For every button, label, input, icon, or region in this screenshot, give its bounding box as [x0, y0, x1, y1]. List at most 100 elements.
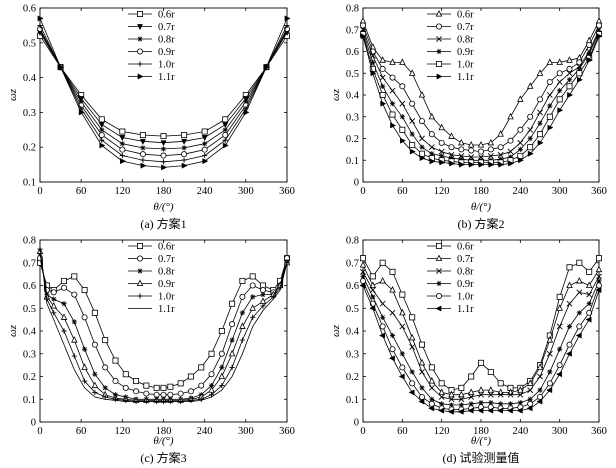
data-point	[153, 384, 160, 391]
data-point	[537, 393, 544, 400]
data-point	[447, 408, 454, 415]
data-point	[418, 91, 426, 98]
data-point	[98, 132, 105, 139]
data-point	[359, 282, 366, 289]
series-line	[362, 257, 600, 391]
data-point	[399, 58, 406, 65]
data-point	[438, 388, 445, 395]
data-point	[249, 273, 256, 280]
data-point	[388, 355, 395, 362]
data-point	[408, 69, 416, 76]
data-point	[99, 142, 106, 149]
legend: 0.6r0.7r 0.8r0.9r 1.0r1.1r	[427, 10, 474, 83]
data-point	[565, 350, 572, 357]
series-0-6r	[37, 255, 290, 391]
data-point	[526, 405, 533, 412]
data-point	[595, 287, 602, 294]
data-point	[143, 390, 150, 397]
data-point	[527, 113, 534, 120]
data-point	[219, 364, 225, 370]
data-point	[380, 314, 386, 320]
data-point	[181, 145, 187, 151]
legend-label: 1.1r	[457, 72, 474, 83]
data-point	[92, 371, 98, 377]
data-point	[161, 164, 168, 171]
x-tick-label: 120	[434, 186, 450, 197]
data-point	[119, 135, 126, 142]
legend-marker	[435, 61, 442, 68]
data-point	[566, 341, 573, 348]
x-tick-label: 360	[279, 186, 295, 197]
data-point	[369, 305, 376, 312]
data-point	[556, 58, 563, 65]
legend-marker	[136, 48, 143, 55]
data-point	[487, 146, 494, 153]
data-point	[177, 380, 184, 387]
data-point	[359, 17, 367, 24]
data-point	[409, 344, 416, 350]
legend-label: 0.7r	[457, 22, 474, 33]
data-point	[139, 138, 146, 145]
data-point	[284, 15, 291, 22]
data-point	[409, 369, 415, 375]
data-point	[527, 387, 534, 394]
data-point	[399, 137, 406, 144]
data-point	[370, 70, 377, 77]
chart-panel-d: 0 60 120 180 240 300 360 0 0.1 0.2 0.3 0.4 0.5 0.6 0.7…	[330, 236, 607, 466]
legend-marker	[137, 293, 143, 299]
series-0-7r	[359, 22, 603, 155]
data-point	[222, 132, 229, 139]
data-point	[50, 289, 57, 296]
data-point	[537, 96, 544, 103]
data-point	[222, 122, 229, 129]
data-point	[477, 148, 484, 155]
data-point	[537, 139, 544, 146]
x-tick-label: 360	[279, 426, 295, 437]
data-point	[160, 146, 167, 152]
data-point	[259, 297, 267, 304]
y-tick-label: 0.2	[346, 134, 359, 145]
data-point	[457, 408, 464, 415]
data-point	[429, 158, 436, 165]
data-point	[586, 268, 593, 275]
data-point	[229, 300, 236, 307]
data-point	[359, 22, 366, 29]
data-point	[98, 122, 105, 129]
data-point	[557, 107, 564, 114]
x-tick-label: 0	[37, 426, 42, 437]
data-point	[428, 131, 435, 138]
x-tick-label: 120	[114, 186, 130, 197]
series-1-1r	[360, 33, 603, 168]
data-point	[228, 349, 236, 357]
x-tick-label: 240	[197, 186, 213, 197]
data-point	[438, 394, 445, 400]
data-point	[556, 323, 563, 330]
data-point	[487, 368, 494, 375]
data-point	[260, 292, 266, 298]
data-point	[187, 388, 194, 395]
data-point	[497, 380, 504, 387]
data-point	[202, 152, 208, 159]
data-point	[477, 141, 485, 148]
data-point	[419, 135, 425, 142]
x-tick-label: 180	[473, 186, 489, 197]
data-point	[556, 362, 563, 369]
data-point	[359, 255, 366, 262]
data-point	[516, 407, 523, 414]
data-point	[576, 66, 582, 72]
data-point	[468, 373, 475, 380]
data-point	[91, 309, 98, 316]
data-point	[467, 407, 474, 414]
data-point	[546, 58, 554, 65]
data-point	[566, 281, 573, 289]
data-point	[98, 116, 105, 123]
data-point	[202, 158, 209, 165]
data-point	[487, 152, 494, 159]
data-point	[536, 69, 544, 76]
y-tick-label: 0.3	[346, 349, 359, 360]
legend-label: 0.7r	[158, 254, 175, 265]
data-point	[61, 277, 68, 284]
data-point	[566, 323, 573, 330]
data-point	[418, 393, 425, 400]
data-point	[71, 353, 77, 359]
